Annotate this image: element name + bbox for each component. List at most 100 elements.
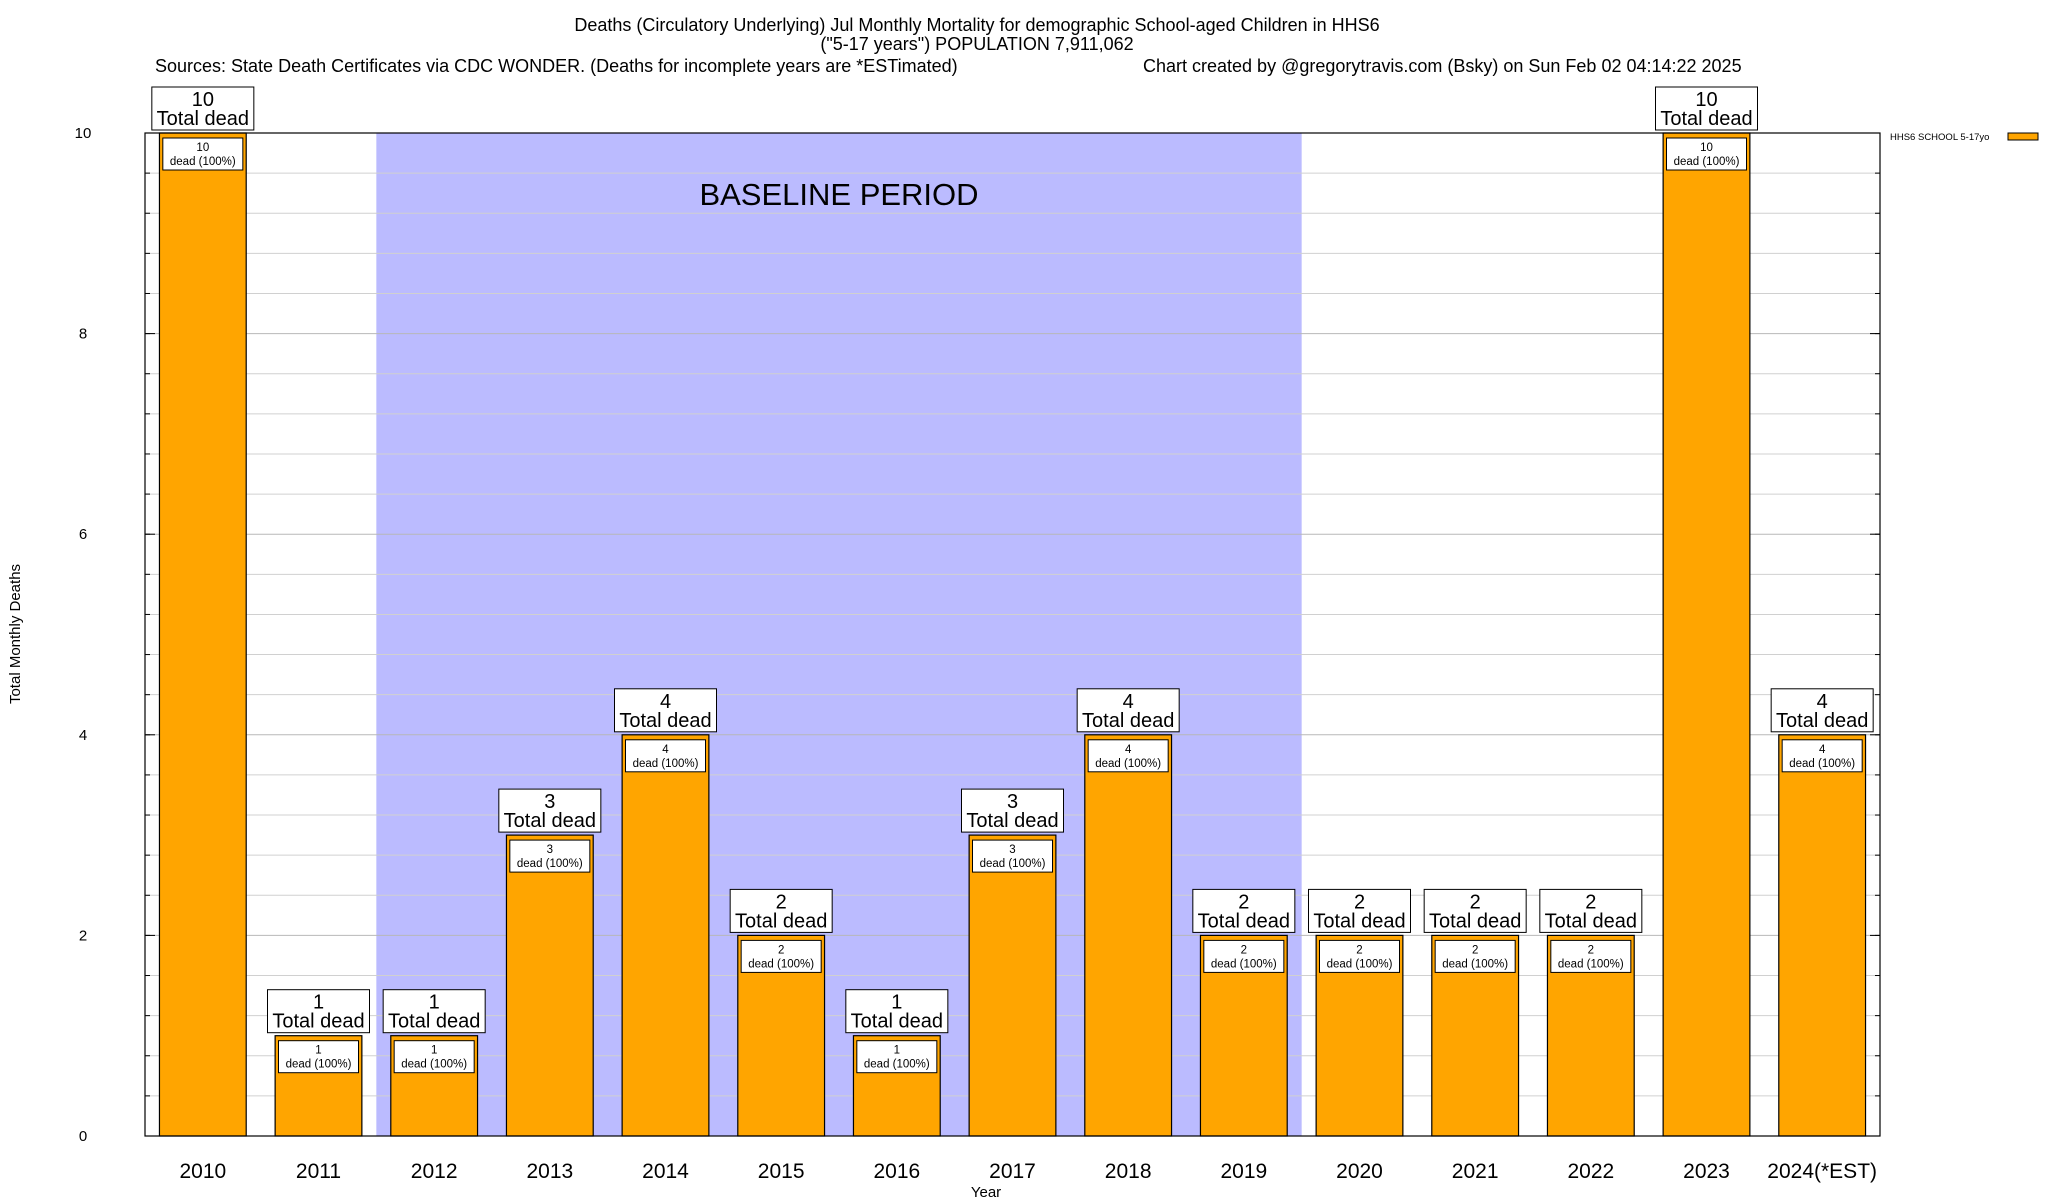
inner-label-text: dead (100%) xyxy=(517,858,583,870)
x-tick-label: 2016 xyxy=(873,1160,920,1183)
total-label-box xyxy=(1539,888,1643,933)
total-label-text: Total dead xyxy=(851,1011,943,1033)
total-label-value: 1 xyxy=(891,992,902,1014)
inner-label-value: 1 xyxy=(894,1045,900,1057)
total-label-box xyxy=(151,86,255,131)
total-label-text: Total dead xyxy=(504,810,596,832)
inner-label-value: 3 xyxy=(1009,844,1015,856)
inner-label-value: 2 xyxy=(1588,944,1594,956)
legend-label: HHS6 SCHOOL 5-17yo xyxy=(1890,132,1989,143)
total-label-text: Total dead xyxy=(1429,910,1521,932)
total-label-text: Total dead xyxy=(1545,910,1637,932)
bar xyxy=(1084,734,1173,1137)
inner-label-text: dead (100%) xyxy=(1211,958,1277,970)
inner-label-value: 3 xyxy=(547,844,553,856)
total-label-value: 2 xyxy=(1354,891,1365,913)
inner-label-text: dead (100%) xyxy=(170,156,236,168)
total-label-text: Total dead xyxy=(388,1011,480,1033)
total-label-box xyxy=(1655,86,1758,131)
inner-label-text: dead (100%) xyxy=(1558,958,1624,970)
inner-label-box xyxy=(509,839,591,873)
inner-label-box xyxy=(856,1040,938,1074)
inner-label-value: 10 xyxy=(196,142,209,154)
total-label-box xyxy=(382,989,486,1034)
x-tick-label: 2011 xyxy=(296,1160,341,1183)
inner-label-value: 2 xyxy=(1472,944,1478,956)
total-label-value: 2 xyxy=(1470,891,1481,913)
inner-label-value: 2 xyxy=(1356,944,1362,956)
total-label-value: 1 xyxy=(313,992,324,1014)
total-label-box xyxy=(267,989,370,1034)
inner-label-box xyxy=(1319,939,1400,973)
inner-label-text: dead (100%) xyxy=(1442,958,1508,970)
x-tick-label: 2017 xyxy=(989,1160,1036,1183)
inner-label-box xyxy=(1087,739,1169,773)
bar xyxy=(158,132,247,1137)
y-tick-label: 6 xyxy=(79,526,87,543)
total-label-value: 3 xyxy=(544,791,555,813)
inner-label-box xyxy=(1781,739,1863,773)
total-label-text: Total dead xyxy=(1313,910,1405,932)
inner-label-box xyxy=(740,939,822,973)
x-tick-label: 2020 xyxy=(1336,1160,1383,1183)
x-tick-label: 2018 xyxy=(1105,1160,1152,1183)
inner-label-value: 4 xyxy=(662,744,669,756)
inner-label-box xyxy=(972,839,1053,873)
inner-label-text: dead (100%) xyxy=(1095,758,1161,770)
total-label-value: 3 xyxy=(1007,791,1018,813)
inner-label-value: 2 xyxy=(778,944,784,956)
inner-label-value: 1 xyxy=(315,1045,321,1057)
inner-label-text: dead (100%) xyxy=(401,1059,467,1071)
inner-label-text: dead (100%) xyxy=(1674,156,1740,168)
total-label-text: Total dead xyxy=(619,710,711,732)
y-tick-label: 4 xyxy=(79,727,87,744)
total-label-value: 1 xyxy=(429,992,440,1014)
total-label-value: 10 xyxy=(192,89,214,111)
bar xyxy=(621,734,710,1137)
total-label-box xyxy=(729,888,833,933)
chart-subtitle: ("5-17 years") POPULATION 7,911,062 xyxy=(820,34,1133,54)
x-tick-label: 2013 xyxy=(526,1160,573,1183)
total-label-text: Total dead xyxy=(1660,108,1752,130)
x-tick-label: 2012 xyxy=(411,1160,458,1183)
total-label-value: 10 xyxy=(1695,89,1717,111)
inner-label-text: dead (100%) xyxy=(1789,758,1855,770)
y-tick-label: 0 xyxy=(79,1128,87,1145)
inner-label-box xyxy=(625,739,706,773)
inner-label-value: 4 xyxy=(1125,744,1132,756)
total-label-value: 2 xyxy=(1238,891,1249,913)
inner-label-box xyxy=(1550,939,1632,973)
x-tick-label: 2019 xyxy=(1220,1160,1267,1183)
inner-label-box xyxy=(162,137,244,171)
total-label-value: 4 xyxy=(1817,691,1828,713)
axes: 0 2 4 6 8 10 2010 2011 2012 2013 2014 2015 2016 2017 2… xyxy=(75,125,1880,1183)
inner-label-text: dead (100%) xyxy=(864,1059,930,1071)
x-tick-label: 2010 xyxy=(179,1160,226,1183)
total-label-box xyxy=(1423,888,1527,933)
bar xyxy=(1778,734,1867,1137)
total-label-value: 4 xyxy=(660,691,671,713)
inner-label-value: 1 xyxy=(431,1045,437,1057)
chart-credit: Chart created by @gregorytravis.com (Bsk… xyxy=(1143,56,1742,76)
x-axis-label: Year xyxy=(971,1184,1001,1200)
inner-label-text: dead (100%) xyxy=(980,858,1046,870)
inner-label-box xyxy=(1203,939,1285,973)
legend: HHS6 SCHOOL 5-17yo xyxy=(1890,132,2039,143)
inner-label-box xyxy=(1434,939,1516,973)
total-label-text: Total dead xyxy=(1082,710,1174,732)
total-label-box xyxy=(1308,888,1411,933)
chart-sources: Sources: State Death Certificates via CD… xyxy=(155,56,958,76)
total-label-value: 2 xyxy=(1585,891,1596,913)
total-label-text: Total dead xyxy=(1198,910,1290,932)
inner-label-value: 10 xyxy=(1700,142,1713,154)
legend-swatch xyxy=(2007,132,2039,141)
y-tick-label: 10 xyxy=(75,125,92,142)
y-tick-label: 8 xyxy=(79,326,87,343)
inner-label-box xyxy=(278,1040,359,1074)
total-label-text: Total dead xyxy=(157,108,249,130)
total-label-box xyxy=(1192,888,1296,933)
bar xyxy=(505,834,594,1137)
inner-label-text: dead (100%) xyxy=(633,758,699,770)
